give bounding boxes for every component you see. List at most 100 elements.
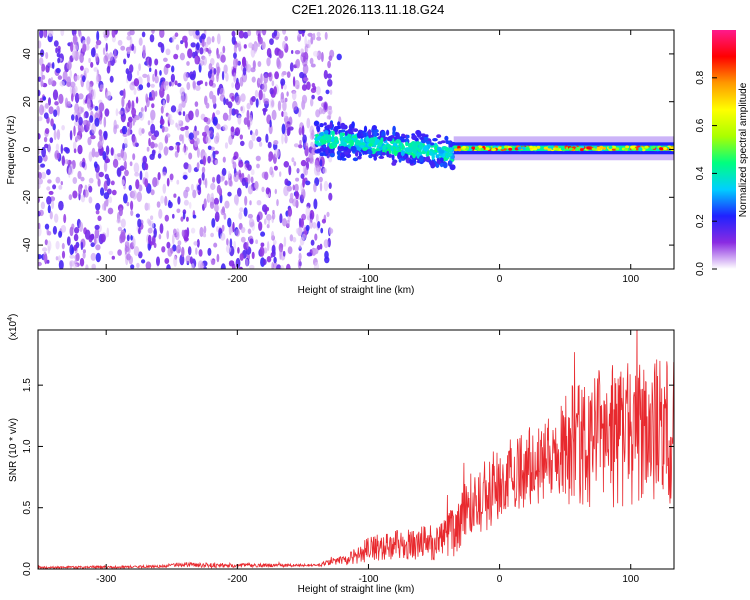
spectrogram-cell — [151, 30, 155, 34]
spectrogram-cell — [416, 152, 420, 159]
spectrogram-cell — [55, 240, 60, 250]
spectrogram-cell — [269, 166, 274, 176]
spectrogram-cell — [85, 264, 89, 269]
snr-x-axis-label: Height of straight line (km) — [298, 584, 415, 595]
spectrogram-cell — [327, 60, 331, 69]
spectrogram-cell — [153, 242, 157, 248]
carrier-peak — [663, 147, 668, 150]
spectrogram-cell — [180, 216, 184, 222]
carrier-peak — [547, 145, 552, 149]
spectrogram-cell — [117, 39, 123, 46]
carrier-peak — [508, 147, 513, 151]
spectrogram-cell — [142, 73, 148, 78]
spectrogram-cell — [247, 213, 253, 219]
spectrogram-cell — [303, 77, 309, 82]
spectrogram-cell — [222, 124, 228, 131]
spectrogram-cell — [149, 67, 152, 72]
spectrogram-cell — [55, 67, 61, 74]
spectrogram-cell — [223, 97, 227, 106]
spectrogram-cell — [225, 244, 232, 254]
spectrogram-cell — [40, 201, 46, 210]
spectrogram-cell — [94, 228, 100, 239]
carrier-peak — [454, 148, 458, 152]
spectrogram-cell — [356, 131, 362, 139]
spectrogram-cell — [322, 167, 327, 174]
spectrogram-cell — [341, 157, 347, 161]
spectrogram-cell — [213, 135, 220, 144]
spectrogram-cell — [203, 198, 207, 209]
spectrogram-cell — [227, 101, 233, 109]
spectrogram-cell — [439, 162, 444, 168]
spectrogram-cell — [282, 250, 286, 257]
spectrogram-cell — [227, 114, 232, 121]
spectrogram-cell — [154, 75, 159, 84]
spectrogram-cell — [279, 213, 283, 224]
spectrogram-cell — [269, 53, 272, 59]
spectrogram-cell — [252, 60, 256, 70]
spectrogram-cell — [138, 227, 141, 235]
spectrogram-cell — [326, 115, 331, 120]
spectrogram-cell — [327, 79, 333, 87]
spectrogram-cell — [260, 242, 265, 247]
spectrogram-cell — [308, 152, 314, 164]
spectrogram-cell — [123, 161, 127, 168]
spectrogram-cell — [148, 96, 154, 101]
spectrogram-cell — [74, 75, 77, 82]
spectrogram-cell — [124, 244, 128, 255]
spectrogram-cell — [282, 100, 287, 112]
spectrogram-cell — [92, 89, 96, 100]
spectrogram-cell — [323, 130, 329, 135]
spectrogram-cell — [261, 30, 267, 36]
spectrogram-cell — [243, 117, 248, 125]
carrier-peak — [638, 147, 643, 151]
spectrogram-cell — [263, 108, 266, 116]
spectrogram-cell — [159, 30, 165, 38]
spectrogram-cell — [194, 125, 197, 132]
spectrogram-cell — [323, 69, 328, 80]
spectrogram-cell — [138, 251, 143, 259]
spectrogram-cell — [200, 33, 206, 40]
spectrogram-cell — [264, 218, 267, 225]
spectrogram-cell — [284, 178, 289, 186]
spectrogram-cell — [97, 215, 102, 222]
spectrogram-cell — [329, 89, 333, 95]
spectrogram-cell — [225, 72, 229, 82]
spectrogram-cell — [177, 240, 182, 246]
spectrogram-cell — [185, 186, 190, 192]
spectrogram-cell — [373, 131, 378, 137]
spectrogram-cell — [368, 134, 374, 139]
spectrogram-cell — [249, 114, 253, 123]
spectrogram-cell — [127, 128, 131, 136]
spectrogram-cell — [293, 161, 297, 167]
spectrogram-cell — [44, 223, 50, 230]
spectrogram-cell — [261, 186, 265, 193]
spectrogram-cell — [38, 209, 44, 217]
carrier-peak — [615, 147, 620, 151]
spectrogram-cell — [231, 82, 235, 88]
spectrogram-cell — [51, 200, 55, 210]
spectrogram-cell — [299, 71, 305, 79]
spectrogram-cell — [219, 176, 224, 182]
spectrogram-cell — [279, 249, 282, 260]
spectrogram-cell — [323, 239, 329, 249]
spectrogram-cell — [55, 176, 61, 184]
spectrogram-cell — [103, 161, 108, 173]
spectrogram-cell — [154, 68, 158, 78]
spectrogram-cell — [74, 120, 80, 126]
spectrogram-cell — [108, 250, 114, 256]
spectrogram-cell — [196, 137, 200, 145]
spectrogram-cell — [356, 146, 362, 151]
spectrogram-cell — [281, 123, 286, 135]
spectrogram-cell — [46, 196, 52, 205]
spectrogram-cell — [89, 115, 94, 123]
spectrogram-cell — [80, 176, 85, 182]
spectrogram-cell — [68, 194, 73, 201]
snr-panel: -300 -200 -100 0 100 0.0 0.5 1.0 1.5 Height of … — [7, 314, 675, 595]
spectrogram-cell — [304, 167, 309, 176]
spectrogram-cell — [177, 119, 182, 124]
spectrogram-cell — [436, 134, 442, 139]
spectrogram-cell — [211, 36, 215, 43]
spectrogram-cell — [166, 230, 169, 240]
spectrogram-cell — [46, 169, 51, 176]
spectrogram-cell — [280, 78, 286, 86]
